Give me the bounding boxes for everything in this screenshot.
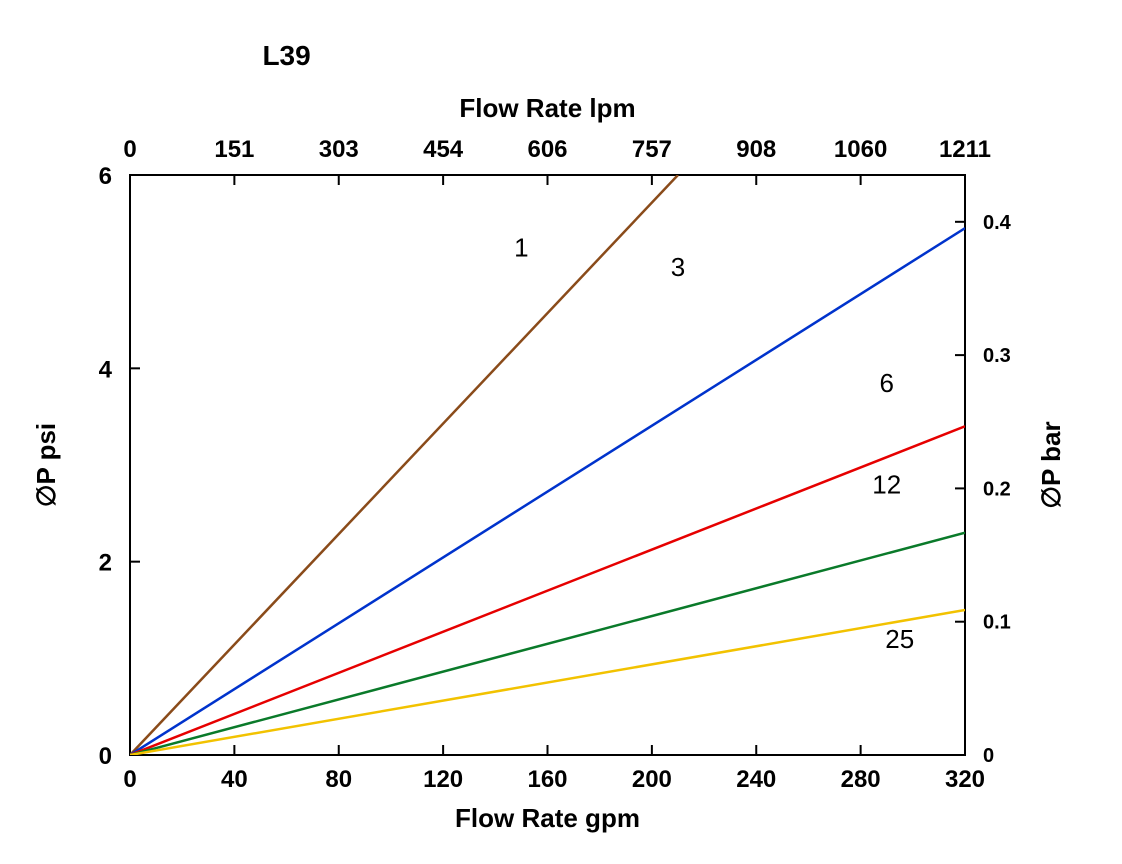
x-top-tick-label: 1060 bbox=[834, 136, 887, 163]
series-label-25: 25 bbox=[885, 624, 914, 654]
x-bottom-tick-label: 240 bbox=[736, 766, 776, 793]
series-label-12: 12 bbox=[872, 469, 901, 499]
pressure-drop-chart: 04080120160200240280320Flow Rate gpm0151… bbox=[0, 0, 1122, 864]
y-right-axis-label: ∅P bar bbox=[1036, 421, 1066, 508]
y-right-tick-label: 0 bbox=[983, 745, 994, 767]
x-bottom-tick-label: 200 bbox=[632, 766, 672, 793]
x-top-tick-label: 0 bbox=[123, 136, 136, 163]
x-top-axis-label: Flow Rate lpm bbox=[459, 93, 635, 123]
x-top-tick-label: 908 bbox=[736, 136, 776, 163]
y-left-tick-label: 6 bbox=[99, 163, 112, 190]
x-top-tick-label: 151 bbox=[214, 136, 254, 163]
y-right-tick-label: 0.3 bbox=[983, 345, 1011, 367]
x-bottom-tick-label: 160 bbox=[527, 766, 567, 793]
chart-svg: 04080120160200240280320Flow Rate gpm0151… bbox=[0, 0, 1122, 864]
y-right-tick-label: 0.4 bbox=[983, 212, 1012, 234]
y-right-tick-label: 0.2 bbox=[983, 478, 1011, 500]
y-left-tick-label: 0 bbox=[99, 743, 112, 770]
y-left-axis-label: ∅P psi bbox=[31, 423, 61, 507]
x-bottom-axis-label: Flow Rate gpm bbox=[455, 803, 640, 833]
x-bottom-tick-label: 0 bbox=[123, 766, 136, 793]
x-bottom-tick-label: 80 bbox=[325, 766, 352, 793]
series-label-6: 6 bbox=[879, 368, 893, 398]
y-left-tick-label: 2 bbox=[99, 550, 112, 577]
y-left-tick-label: 4 bbox=[99, 356, 113, 383]
x-top-tick-label: 757 bbox=[632, 136, 672, 163]
x-bottom-tick-label: 40 bbox=[221, 766, 248, 793]
chart-title: L39 bbox=[262, 40, 310, 71]
y-right-tick-label: 0.1 bbox=[983, 612, 1011, 634]
x-bottom-tick-label: 280 bbox=[841, 766, 881, 793]
x-bottom-tick-label: 120 bbox=[423, 766, 463, 793]
x-bottom-tick-label: 320 bbox=[945, 766, 985, 793]
x-top-tick-label: 1211 bbox=[939, 136, 991, 163]
x-top-tick-label: 606 bbox=[527, 136, 567, 163]
series-label-1: 1 bbox=[514, 233, 528, 263]
x-top-tick-label: 303 bbox=[319, 136, 359, 163]
x-top-tick-label: 454 bbox=[423, 136, 464, 163]
series-label-3: 3 bbox=[671, 252, 685, 282]
